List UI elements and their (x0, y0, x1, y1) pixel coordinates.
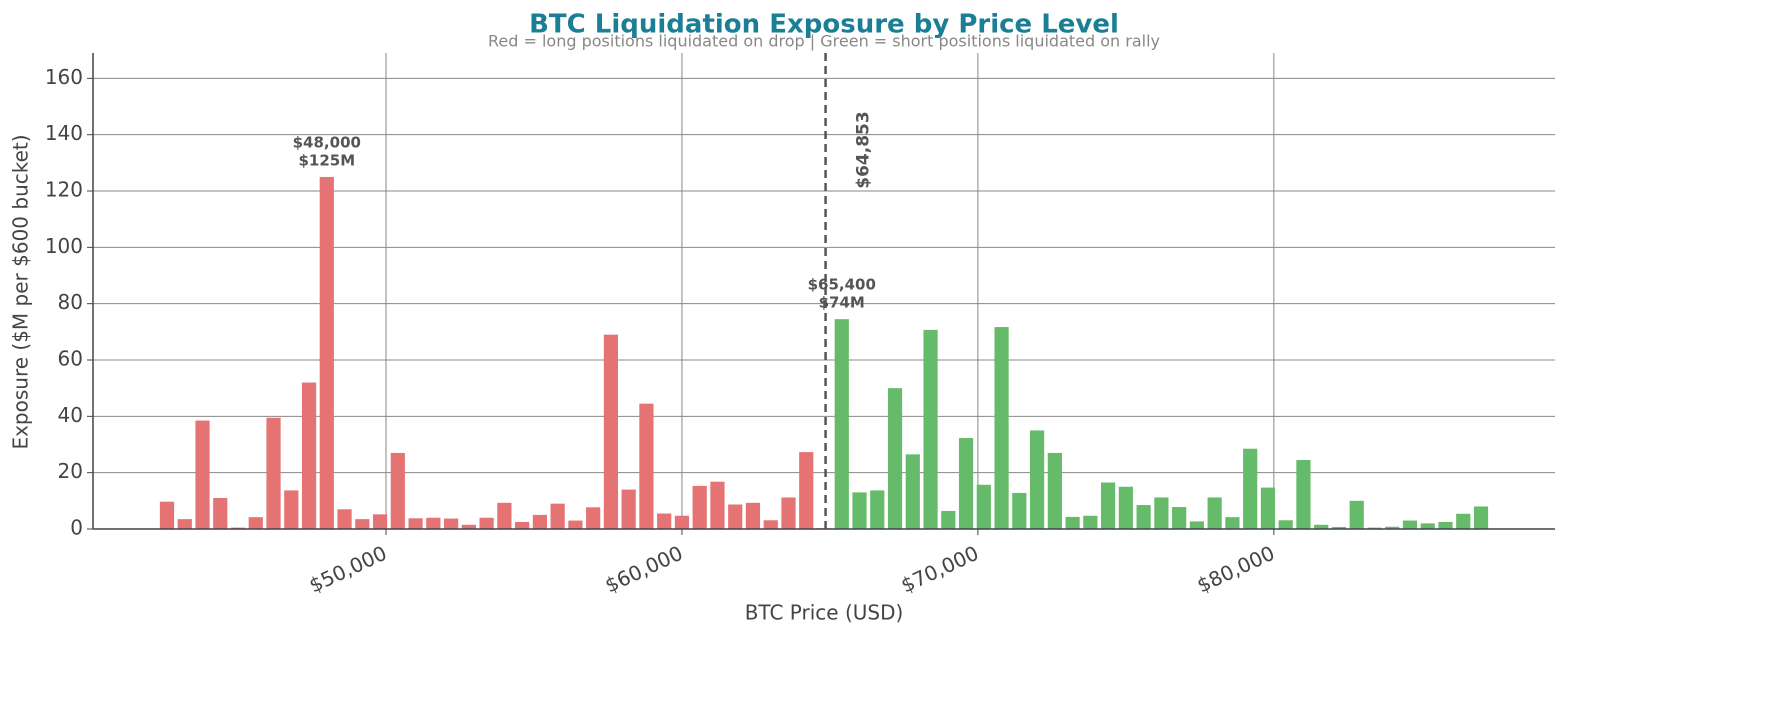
y-tick-label: 0 (70, 516, 83, 540)
bar (887, 388, 903, 529)
bar (284, 490, 299, 529)
annotation: $48,000 (293, 133, 361, 151)
bar (479, 517, 494, 529)
bar (195, 420, 210, 529)
bar (834, 319, 849, 529)
y-tick-label: 160 (45, 65, 83, 89)
bar (1047, 452, 1062, 529)
chart-subtitle: Red = long positions liquidated on drop … (488, 32, 1160, 51)
bar (923, 329, 938, 529)
current-price-label: $64,853 (854, 111, 874, 188)
bar (674, 515, 690, 529)
bar (1278, 520, 1293, 529)
bar (1243, 448, 1258, 529)
bar (799, 452, 814, 529)
bar (941, 510, 956, 529)
bar (1101, 482, 1116, 529)
y-tick-label: 120 (45, 178, 83, 202)
chart-title: BTC Liquidation Exposure by Price Level (529, 10, 1119, 40)
bar (905, 454, 920, 529)
bar (586, 507, 601, 529)
annotation: $74M (819, 294, 865, 312)
x-tick-label: $50,000 (305, 541, 390, 598)
bar (1029, 430, 1045, 529)
y-tick-label: 60 (58, 347, 83, 371)
bar (390, 452, 405, 529)
bar (745, 502, 761, 529)
y-tick-label: 20 (58, 459, 83, 483)
bar (461, 524, 476, 529)
bar (213, 498, 228, 529)
grid (93, 53, 1555, 530)
bar (372, 514, 388, 529)
bar (1136, 505, 1151, 529)
bar (568, 520, 583, 529)
y-tick-label: 80 (58, 290, 83, 314)
bar (355, 519, 370, 529)
bar (1189, 521, 1205, 529)
bar (426, 517, 441, 529)
bar (1118, 486, 1133, 529)
bar (603, 334, 619, 529)
bar (497, 502, 512, 529)
bar (728, 504, 743, 529)
bar (1456, 513, 1471, 529)
bar (639, 403, 654, 529)
bar (1225, 517, 1240, 529)
bar (1402, 520, 1418, 529)
x-tick-label: $70,000 (897, 541, 982, 598)
bar (781, 497, 796, 529)
x-tick-label: $60,000 (601, 541, 686, 598)
bar (1207, 497, 1222, 529)
bar (1065, 516, 1080, 529)
bar (337, 509, 352, 529)
bar (1154, 497, 1169, 529)
bar (319, 176, 334, 529)
bar (976, 484, 991, 529)
bar (763, 520, 778, 529)
bar (1083, 515, 1098, 529)
bar (159, 501, 175, 529)
annotation: $125M (298, 151, 355, 169)
bar (1172, 507, 1187, 529)
bar (1385, 526, 1400, 529)
bar (515, 521, 530, 529)
bar (550, 503, 565, 529)
bar (532, 514, 547, 529)
bar (958, 438, 974, 529)
y-tick-label: 100 (45, 234, 83, 258)
x-tick-label: $80,000 (1193, 541, 1278, 598)
bar (657, 513, 672, 529)
bar (1296, 459, 1311, 529)
bar (443, 518, 459, 529)
y-tick-label: 140 (45, 121, 83, 145)
bar (1420, 523, 1435, 529)
bar (710, 481, 725, 529)
bar (1349, 500, 1364, 529)
bar (1314, 524, 1329, 529)
bar (1438, 521, 1453, 529)
bar (692, 485, 707, 529)
y-tick-label: 40 (58, 403, 83, 427)
bar (1473, 506, 1489, 529)
bar (1260, 487, 1276, 529)
bar (408, 518, 423, 529)
bar (994, 327, 1009, 529)
x-axis-label: BTC Price (USD) (745, 601, 904, 625)
bar (1012, 492, 1027, 529)
annotation: $65,400 (808, 276, 876, 294)
bar (852, 492, 867, 529)
bar (301, 382, 317, 529)
bar (1331, 527, 1347, 529)
bar (177, 519, 192, 529)
bar (266, 417, 281, 529)
bar (621, 489, 636, 529)
bar (870, 490, 885, 529)
y-axis-label: Exposure ($M per $600 bucket) (9, 134, 33, 449)
bar (248, 517, 263, 529)
